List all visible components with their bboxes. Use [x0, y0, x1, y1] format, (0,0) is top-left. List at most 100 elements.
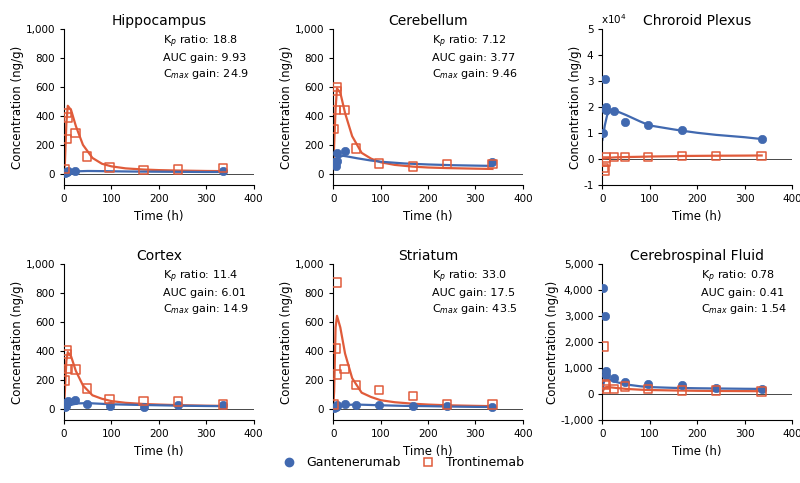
Point: [328, 158, 341, 166]
Point: [61, 347, 74, 355]
Point: [597, 129, 610, 137]
Point: [171, 398, 184, 406]
Point: [217, 168, 230, 175]
Point: [755, 152, 768, 159]
Point: [598, 312, 611, 320]
Point: [138, 166, 150, 174]
Point: [171, 166, 184, 173]
Point: [103, 163, 116, 171]
Point: [60, 135, 73, 143]
Point: [61, 398, 74, 406]
Point: [406, 392, 419, 400]
X-axis label: Time (h): Time (h): [403, 210, 453, 223]
Point: [676, 382, 689, 389]
Point: [329, 162, 342, 170]
Point: [599, 157, 612, 165]
Point: [600, 385, 613, 393]
Point: [618, 153, 631, 161]
Title: Striatum: Striatum: [398, 249, 458, 263]
Point: [441, 401, 454, 409]
Point: [330, 370, 343, 378]
Point: [618, 383, 631, 390]
Point: [676, 127, 689, 134]
Point: [676, 386, 689, 394]
Point: [58, 403, 71, 411]
Point: [69, 397, 82, 404]
Point: [441, 160, 454, 168]
Y-axis label: Concentration (ng/g): Concentration (ng/g): [546, 280, 558, 404]
Y-axis label: Concentration (ng/g): Concentration (ng/g): [11, 280, 24, 404]
Point: [329, 344, 342, 352]
Point: [600, 154, 613, 161]
Point: [329, 106, 342, 114]
Point: [60, 350, 73, 358]
Point: [441, 402, 454, 410]
Point: [486, 157, 499, 165]
Point: [330, 149, 343, 156]
Point: [61, 168, 74, 176]
Point: [61, 109, 74, 117]
Point: [598, 167, 611, 174]
Point: [138, 397, 150, 405]
X-axis label: Time (h): Time (h): [134, 445, 183, 458]
Point: [755, 135, 768, 143]
Point: [600, 103, 613, 111]
Point: [217, 164, 230, 171]
Point: [330, 87, 343, 95]
Point: [372, 386, 385, 394]
Point: [58, 169, 71, 177]
Point: [486, 160, 499, 168]
Point: [60, 402, 73, 410]
Title: Chroroid Plexus: Chroroid Plexus: [643, 14, 751, 28]
Point: [80, 385, 93, 393]
Text: K$_p$ ratio: 7.12
AUC gain: 3.77
C$_{max}$ gain: 9.46: K$_p$ ratio: 7.12 AUC gain: 3.77 C$_{max…: [432, 34, 518, 81]
Point: [372, 401, 385, 409]
Point: [642, 380, 654, 388]
Title: Cerebrospinal Fluid: Cerebrospinal Fluid: [630, 249, 764, 263]
Point: [338, 106, 351, 114]
Point: [599, 382, 612, 389]
Point: [171, 401, 184, 409]
Point: [217, 401, 230, 409]
Point: [676, 153, 689, 160]
Point: [69, 366, 82, 373]
Point: [642, 153, 654, 161]
Point: [406, 162, 419, 170]
Point: [328, 404, 341, 412]
Point: [217, 401, 230, 409]
X-axis label: Time (h): Time (h): [673, 210, 722, 223]
Point: [607, 375, 620, 383]
Title: Cerebellum: Cerebellum: [388, 14, 468, 28]
Point: [80, 153, 93, 160]
Point: [62, 397, 74, 404]
Text: K$_p$ ratio: 18.8
AUC gain: 9.93
C$_{max}$ gain: 24.9: K$_p$ ratio: 18.8 AUC gain: 9.93 C$_{max…: [162, 34, 249, 81]
Point: [330, 83, 343, 91]
Point: [597, 343, 610, 351]
Point: [598, 380, 611, 388]
Point: [338, 148, 351, 156]
Point: [330, 402, 343, 410]
Point: [80, 400, 93, 408]
X-axis label: Time (h): Time (h): [673, 445, 722, 458]
Point: [330, 401, 343, 409]
Point: [328, 401, 341, 409]
Point: [607, 385, 620, 393]
Point: [710, 152, 722, 160]
Point: [69, 167, 82, 174]
Legend: Gantenerumab, Trontinemab: Gantenerumab, Trontinemab: [271, 451, 529, 474]
Point: [597, 164, 610, 171]
Point: [599, 106, 612, 114]
Point: [599, 371, 612, 379]
Point: [58, 165, 71, 172]
Point: [406, 402, 419, 410]
Point: [58, 376, 71, 384]
Point: [755, 385, 768, 393]
Text: K$_p$ ratio: 0.78
AUC gain: 0.41
C$_{max}$ gain: 1.54: K$_p$ ratio: 0.78 AUC gain: 0.41 C$_{max…: [701, 269, 787, 316]
Title: Cortex: Cortex: [136, 249, 182, 263]
Text: K$_p$ ratio: 11.4
AUC gain: 6.01
C$_{max}$ gain: 14.9: K$_p$ ratio: 11.4 AUC gain: 6.01 C$_{max…: [162, 269, 249, 316]
X-axis label: Time (h): Time (h): [403, 445, 453, 458]
Point: [328, 125, 341, 133]
Point: [486, 401, 499, 409]
Y-axis label: Concentration (ng/g): Concentration (ng/g): [280, 280, 294, 404]
Point: [710, 384, 722, 392]
